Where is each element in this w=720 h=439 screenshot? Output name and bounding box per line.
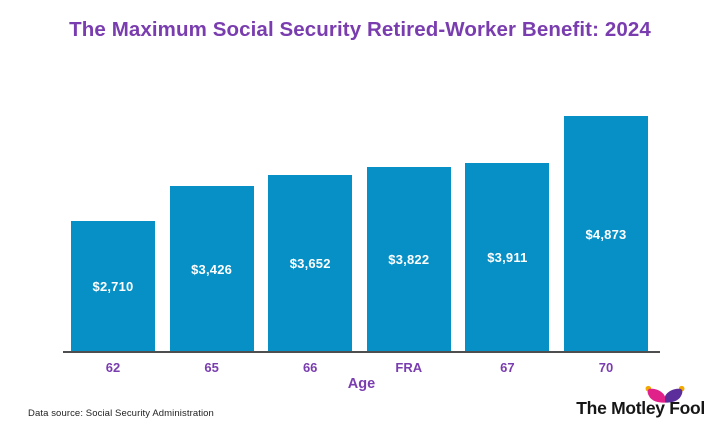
bar-column: $4,873 70 <box>563 115 648 375</box>
bar: $4,873 <box>563 116 648 352</box>
brand-logo: The Motley Fool <box>557 384 707 424</box>
bar-value-label: $3,822 <box>388 252 430 267</box>
bar: $3,426 <box>169 186 254 352</box>
bar-value-label: $3,426 <box>191 261 233 277</box>
bar-value-label: $3,911 <box>487 250 528 265</box>
x-tick-label: 65 <box>204 360 219 375</box>
bar: $2,710 <box>71 221 155 352</box>
bar-value-label: $2,710 <box>92 279 134 294</box>
x-tick-label: FRA <box>395 360 423 375</box>
bar-value-label: $3,652 <box>289 256 331 271</box>
x-tick-label: 62 <box>105 360 121 375</box>
x-tick-label: 67 <box>500 360 515 375</box>
bar-column: $3,426 65 <box>169 115 254 375</box>
jester-hat-icon <box>645 385 685 403</box>
x-axis-line <box>63 351 660 353</box>
bar: $3,911 <box>465 163 550 352</box>
bar-column: $3,652 66 <box>268 115 353 375</box>
bar: $3,822 <box>366 167 451 352</box>
bar-value-label: $4,873 <box>585 226 627 242</box>
chart-title: The Maximum Social Security Retired-Work… <box>69 18 651 41</box>
bar-column: $3,911 67 <box>465 115 550 375</box>
x-tick-label: 66 <box>302 360 318 375</box>
bar-chart: $2,710 62 $3,426 65 $3,652 66 $3,822 FRA $3,911 6… <box>71 115 648 375</box>
bar-column: $3,822 FRA <box>366 115 451 375</box>
brand-name: The Motley Fool <box>576 398 705 418</box>
x-axis-title: Age <box>347 376 376 392</box>
bar-column: $2,710 62 <box>71 115 155 375</box>
data-source-note: Data source: Social Security Administrat… <box>28 408 214 419</box>
x-tick-label: 70 <box>598 360 614 375</box>
bar: $3,652 <box>268 175 353 352</box>
